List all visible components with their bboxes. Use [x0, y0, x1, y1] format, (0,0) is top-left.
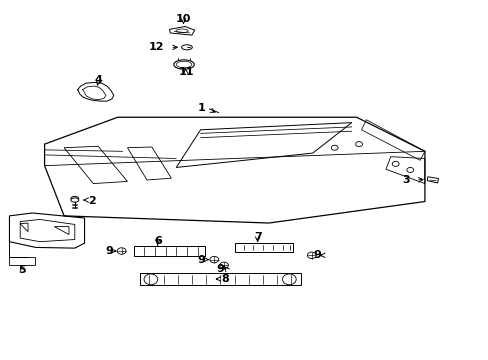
Text: 1: 1	[197, 103, 205, 113]
Text: 10: 10	[176, 14, 191, 24]
Text: 12: 12	[149, 42, 164, 52]
Text: 2: 2	[88, 196, 96, 206]
Text: 5: 5	[18, 265, 26, 275]
Text: 6: 6	[153, 236, 162, 246]
Text: 9: 9	[216, 264, 224, 274]
Text: 3: 3	[402, 175, 409, 185]
Text: 9: 9	[313, 250, 321, 260]
Text: 8: 8	[221, 274, 228, 284]
Text: 4: 4	[94, 75, 102, 85]
Text: 7: 7	[253, 232, 261, 242]
Text: 9: 9	[197, 255, 205, 265]
Text: 11: 11	[178, 67, 193, 77]
Text: 9: 9	[105, 246, 113, 256]
